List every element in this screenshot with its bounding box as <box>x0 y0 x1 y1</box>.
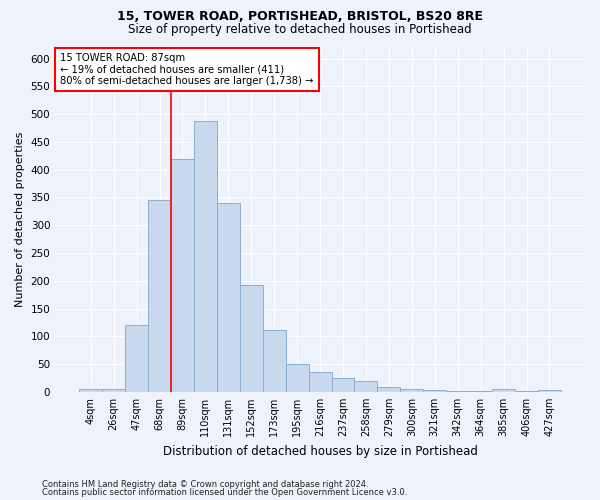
Text: 15 TOWER ROAD: 87sqm
← 19% of detached houses are smaller (411)
80% of semi-deta: 15 TOWER ROAD: 87sqm ← 19% of detached h… <box>61 52 314 86</box>
Bar <box>492 389 515 392</box>
Text: Contains public sector information licensed under the Open Government Licence v3: Contains public sector information licen… <box>42 488 407 497</box>
Y-axis label: Number of detached properties: Number of detached properties <box>15 132 25 308</box>
Bar <box>217 203 240 392</box>
Bar <box>515 391 538 392</box>
Bar <box>355 382 377 392</box>
Bar <box>400 389 423 392</box>
Text: Contains HM Land Registry data © Crown copyright and database right 2024.: Contains HM Land Registry data © Crown c… <box>42 480 368 489</box>
Text: Size of property relative to detached houses in Portishead: Size of property relative to detached ho… <box>128 22 472 36</box>
Bar <box>446 391 469 392</box>
Text: 15, TOWER ROAD, PORTISHEAD, BRISTOL, BS20 8RE: 15, TOWER ROAD, PORTISHEAD, BRISTOL, BS2… <box>117 10 483 23</box>
Bar <box>538 390 561 392</box>
Bar <box>308 372 332 392</box>
Bar <box>423 390 446 392</box>
Bar <box>263 330 286 392</box>
Bar <box>79 389 102 392</box>
Bar <box>171 158 194 392</box>
Bar <box>194 122 217 392</box>
Bar <box>148 200 171 392</box>
Bar <box>240 284 263 392</box>
Bar <box>102 388 125 392</box>
Bar <box>332 378 355 392</box>
Bar <box>286 364 308 392</box>
Bar <box>377 388 400 392</box>
Bar <box>125 326 148 392</box>
X-axis label: Distribution of detached houses by size in Portishead: Distribution of detached houses by size … <box>163 444 478 458</box>
